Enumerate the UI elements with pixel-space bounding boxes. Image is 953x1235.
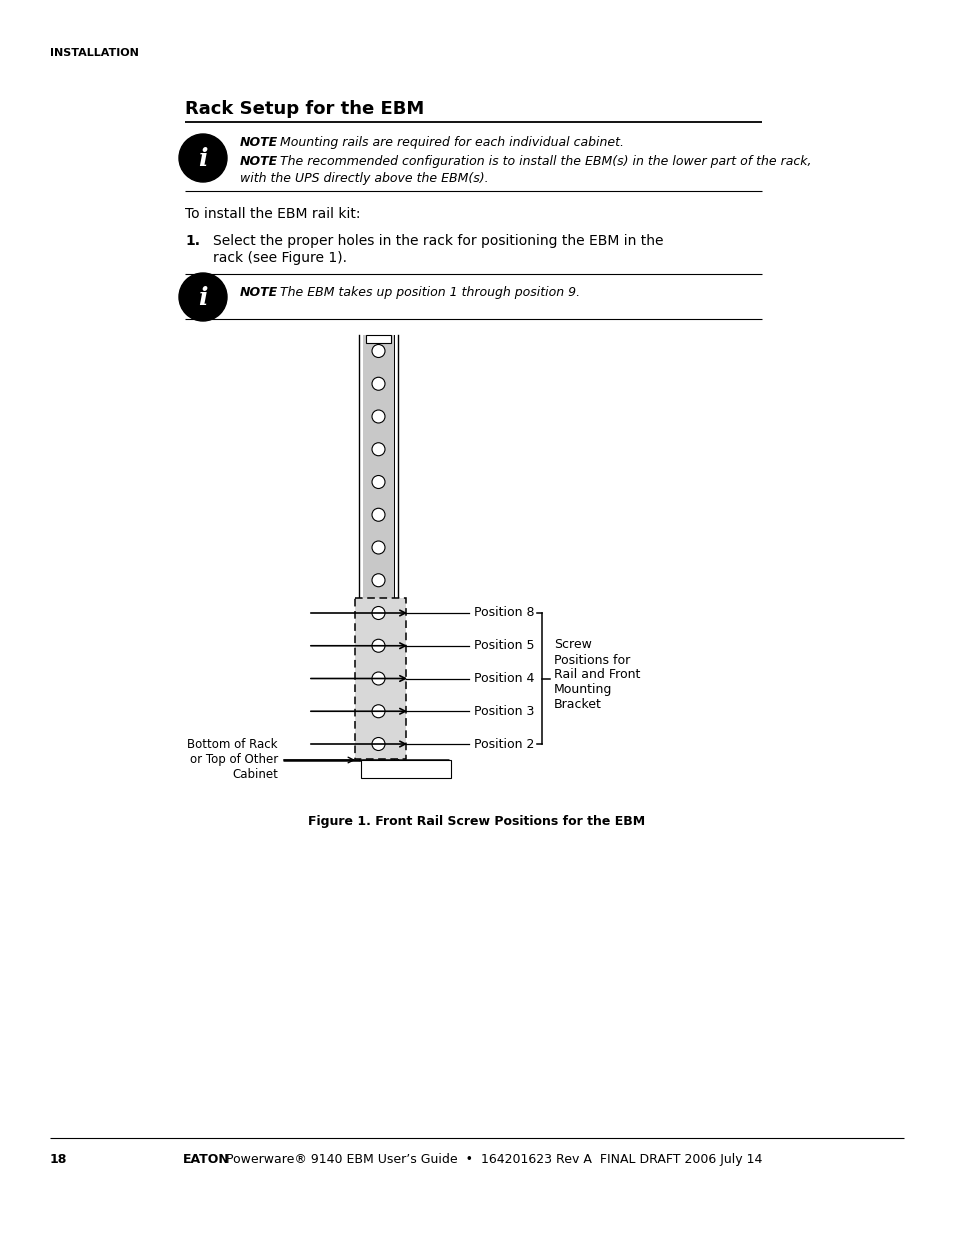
Bar (363, 335, 394, 760)
Circle shape (372, 705, 385, 718)
Text: with the UPS directly above the EBM(s).: with the UPS directly above the EBM(s). (240, 172, 488, 185)
Text: NOTE: NOTE (240, 136, 278, 149)
Circle shape (372, 410, 385, 424)
Text: INSTALLATION: INSTALLATION (50, 48, 139, 58)
Text: i: i (198, 147, 208, 170)
Circle shape (372, 640, 385, 652)
Text: 18: 18 (50, 1153, 68, 1166)
Text: Rack Setup for the EBM: Rack Setup for the EBM (185, 100, 424, 119)
Bar (355, 598, 406, 760)
Text: Position 3: Position 3 (474, 705, 534, 718)
Circle shape (372, 541, 385, 555)
Circle shape (372, 475, 385, 489)
Text: NOTE: NOTE (240, 287, 278, 299)
Circle shape (372, 443, 385, 456)
Circle shape (372, 737, 385, 751)
Text: The recommended configuration is to install the EBM(s) in the lower part of the : The recommended configuration is to inst… (272, 156, 811, 168)
Text: Bottom of Rack
or Top of Other
Cabinet: Bottom of Rack or Top of Other Cabinet (188, 739, 277, 782)
Text: Mounting rails are required for each individual cabinet.: Mounting rails are required for each ind… (272, 136, 623, 149)
Circle shape (179, 135, 227, 182)
Text: Powerware® 9140 EBM User’s Guide  •  164201623 Rev A  FINAL DRAFT 2006 July 14: Powerware® 9140 EBM User’s Guide • 16420… (222, 1153, 761, 1166)
Bar (355, 598, 406, 760)
Circle shape (372, 377, 385, 390)
Text: Screw
Positions for
Rail and Front
Mounting
Bracket: Screw Positions for Rail and Front Mount… (554, 638, 639, 711)
Circle shape (372, 509, 385, 521)
Bar (360, 760, 451, 778)
Text: Position 8: Position 8 (474, 606, 534, 620)
Text: Position 2: Position 2 (474, 737, 534, 751)
Circle shape (372, 672, 385, 685)
Text: To install the EBM rail kit:: To install the EBM rail kit: (185, 207, 360, 221)
Circle shape (372, 574, 385, 587)
Bar (366, 335, 391, 343)
Text: The EBM takes up position 1 through position 9.: The EBM takes up position 1 through posi… (272, 287, 579, 299)
Text: 1.: 1. (185, 233, 200, 248)
Circle shape (372, 345, 385, 357)
Text: Position 5: Position 5 (474, 640, 534, 652)
Text: Select the proper holes in the rack for positioning the EBM in the: Select the proper holes in the rack for … (213, 233, 662, 248)
Text: EATON: EATON (183, 1153, 230, 1166)
Text: NOTE: NOTE (240, 156, 278, 168)
Circle shape (179, 273, 227, 321)
Text: Figure 1. Front Rail Screw Positions for the EBM: Figure 1. Front Rail Screw Positions for… (308, 815, 645, 827)
Text: i: i (198, 287, 208, 310)
Text: rack (see Figure 1).: rack (see Figure 1). (213, 251, 347, 266)
Circle shape (372, 606, 385, 620)
Text: Position 4: Position 4 (474, 672, 534, 685)
